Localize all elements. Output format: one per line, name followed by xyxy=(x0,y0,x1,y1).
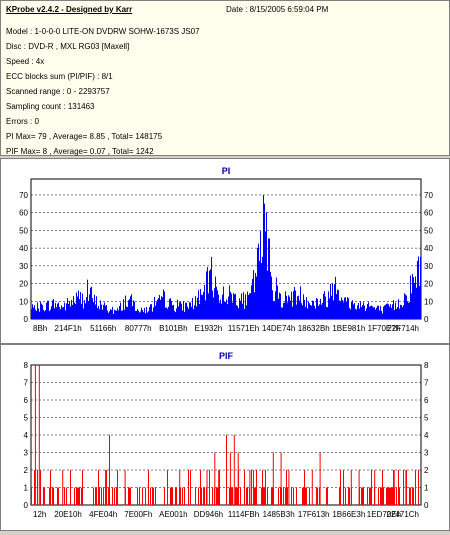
y-tick-label-right: 3 xyxy=(424,449,429,458)
pi-chart: PI 0 0 10 10 20 20 30 30 40 40 50 50 60 60 70 70 8Bh 214F1… xyxy=(19,166,433,333)
x-tick-label: 22F714h xyxy=(387,324,419,333)
info-disc: Disc : DVD-R , MXL RG03 [Maxell] xyxy=(6,42,130,51)
x-tick-label: 12h xyxy=(33,510,46,519)
x-tick-label: 17F613h xyxy=(298,510,330,519)
x-tick-label: 80777h xyxy=(125,324,152,333)
y-tick-label-left: 6 xyxy=(24,396,29,405)
y-tick-label-right: 8 xyxy=(424,361,429,370)
x-tick-label: 8Bh xyxy=(33,324,47,333)
scan-info-panel: KProbe v2.4.2 - Designed by Karr Date : … xyxy=(0,0,450,156)
y-tick-label-left: 30 xyxy=(19,262,28,271)
y-tick-label-right: 5 xyxy=(424,414,429,423)
y-tick-label-right: 7 xyxy=(424,379,429,388)
y-tick-label-right: 70 xyxy=(424,191,433,200)
y-tick-label-right: 30 xyxy=(424,262,433,271)
y-tick-label-right: 10 xyxy=(424,297,433,306)
info-pi-stats: PI Max= 79 , Average= 8.85 , Total= 1481… xyxy=(6,132,163,141)
info-errors: Errors : 0 xyxy=(6,117,39,126)
x-tick-label: AE001h xyxy=(159,510,187,519)
y-tick-label-right: 20 xyxy=(424,280,433,289)
y-tick-label-left: 4 xyxy=(24,431,29,440)
x-tick-label: 1114FBh xyxy=(228,510,259,519)
y-tick-label-left: 1 xyxy=(24,484,29,493)
y-tick-label-left: 0 xyxy=(24,501,29,510)
x-tick-label: E1932h xyxy=(195,324,223,333)
y-tick-label-right: 50 xyxy=(424,226,433,235)
y-tick-label-left: 60 xyxy=(19,209,28,218)
y-tick-label-left: 0 xyxy=(24,315,29,324)
chart-title: PIF xyxy=(219,351,234,361)
x-tick-label: DD946h xyxy=(194,510,223,519)
info-speed: Speed : 4x xyxy=(6,57,45,66)
y-tick-label-right: 4 xyxy=(424,431,429,440)
pif-chart-panel: PIF 0 0 1 1 2 2 3 3 4 4 5 5 6 6 7 7 8 8 12h 20E10h 4FE04h 7E00… xyxy=(0,344,450,531)
scan-date: Date : 8/15/2005 6:59:04 PM xyxy=(226,5,329,14)
app-title: KProbe v2.4.2 - Designed by Karr xyxy=(6,5,133,14)
x-tick-label: 11571Eh xyxy=(228,324,259,333)
y-tick-label-left: 5 xyxy=(24,414,29,423)
x-tick-label: 1BE981h xyxy=(332,324,365,333)
info-sampling-count: Sampling count : 131463 xyxy=(6,102,95,111)
x-tick-label: 7E00Fh xyxy=(124,510,152,519)
y-tick-label-right: 40 xyxy=(424,244,433,253)
plot-area xyxy=(30,178,422,320)
x-tick-label: 18632Bh xyxy=(298,324,330,333)
y-tick-label-left: 8 xyxy=(24,361,29,370)
y-tick-label-right: 0 xyxy=(424,315,429,324)
x-tick-label: B101Bh xyxy=(159,324,187,333)
y-tick-label-left: 20 xyxy=(19,280,28,289)
info-ecc-blocks: ECC blocks sum (PI/PIF) : 8/1 xyxy=(6,72,113,81)
y-tick-label-right: 60 xyxy=(424,209,433,218)
x-tick-label: 1485B3h xyxy=(263,510,295,519)
x-tick-label: 1ED70Eh xyxy=(367,510,401,519)
x-tick-label: 22471Ch xyxy=(387,510,419,519)
x-tick-label: 1F70E7h xyxy=(368,324,400,333)
y-tick-label-left: 2 xyxy=(24,466,29,475)
y-tick-label-right: 6 xyxy=(424,396,429,405)
info-pif-stats: PIF Max= 8 , Average= 0.07 , Total= 1242 xyxy=(6,147,154,156)
x-tick-label: 51166h xyxy=(90,324,116,333)
y-tick-label-right: 0 xyxy=(424,501,429,510)
x-tick-label: 4FE04h xyxy=(89,510,117,519)
info-scanned-range: Scanned range : 0 - 2293757 xyxy=(6,87,110,96)
x-tick-label: 214F1h xyxy=(55,324,82,333)
y-tick-label-left: 40 xyxy=(19,244,28,253)
y-tick-label-right: 1 xyxy=(424,484,429,493)
info-model: Model : 1-0-0-0 LITE-ON DVDRW SOHW-1673S… xyxy=(6,27,200,36)
y-tick-label-left: 7 xyxy=(24,379,29,388)
y-tick-label-right: 2 xyxy=(424,466,429,475)
x-tick-label: 20E10h xyxy=(54,510,82,519)
pi-chart-panel: PI 0 0 10 10 20 20 30 30 40 40 50 50 60 60 70 70 8Bh 214F1… xyxy=(0,158,450,344)
y-tick-label-left: 10 xyxy=(19,297,28,306)
pif-chart: PIF 0 0 1 1 2 2 3 3 4 4 5 5 6 6 7 7 8 8 12h 20E10h 4FE04h 7E00… xyxy=(24,351,429,519)
chart-title: PI xyxy=(222,166,231,176)
y-tick-label-left: 50 xyxy=(19,226,28,235)
x-tick-label: 14DE74h xyxy=(262,324,295,333)
y-tick-label-left: 70 xyxy=(19,191,28,200)
x-tick-label: 1B66E3h xyxy=(332,510,365,519)
y-tick-label-left: 3 xyxy=(24,449,29,458)
